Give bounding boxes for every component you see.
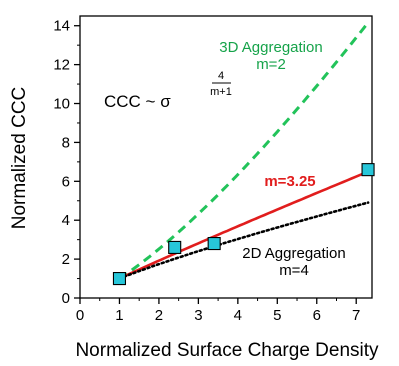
plot-frame	[79, 15, 373, 299]
data-point-marker	[168, 240, 182, 254]
x-tick-label: 7	[352, 307, 360, 324]
series-3d-aggregation-line	[118, 21, 370, 280]
x-tick-label: 1	[115, 307, 123, 324]
series-3d-label-line1: 3D Aggregation	[219, 39, 322, 56]
data-point-marker	[361, 163, 375, 177]
y-tick-label: 14	[53, 18, 70, 35]
y-tick-label: 6	[62, 173, 70, 190]
y-tick-label: 10	[53, 96, 70, 113]
y-tick-label: 12	[53, 57, 70, 74]
x-axis-label: Normalized Surface Charge Density	[75, 340, 379, 361]
plot-area	[79, 15, 373, 299]
series-2d-label-line1: 2D Aggregation	[242, 245, 345, 262]
marker-layer	[112, 163, 375, 286]
y-tick-label: 8	[62, 134, 70, 151]
series-3d-label-line2: m=2	[256, 56, 286, 73]
formula-exponent-numerator: 4	[218, 70, 224, 82]
series-2d-label-line2: m=4	[279, 262, 309, 279]
x-tick-label: 5	[273, 307, 281, 324]
series-layer	[118, 21, 370, 280]
series-2d-aggregation-line	[118, 201, 370, 280]
formula-annotation: CCC ~ σ 4 m+1	[104, 70, 232, 111]
formula-exponent-denominator: m+1	[210, 86, 232, 98]
x-tick-label: 4	[234, 307, 242, 324]
x-tick-label: 6	[313, 307, 321, 324]
y-tick-label: 4	[62, 212, 70, 229]
series-m325-label: m=3.25	[264, 173, 315, 190]
data-point-marker	[207, 236, 221, 251]
x-tick-label: 2	[155, 307, 163, 324]
series-m325-line	[118, 170, 369, 280]
x-tick-label: 0	[76, 307, 84, 324]
x-tick-label: 3	[194, 307, 202, 324]
y-axis-label: Normalized CCC	[9, 87, 30, 230]
data-point-marker	[112, 272, 127, 286]
y-tick-label: 2	[62, 251, 70, 268]
formula-base: CCC ~ σ	[104, 92, 171, 111]
y-tick-label: 0	[62, 290, 70, 307]
